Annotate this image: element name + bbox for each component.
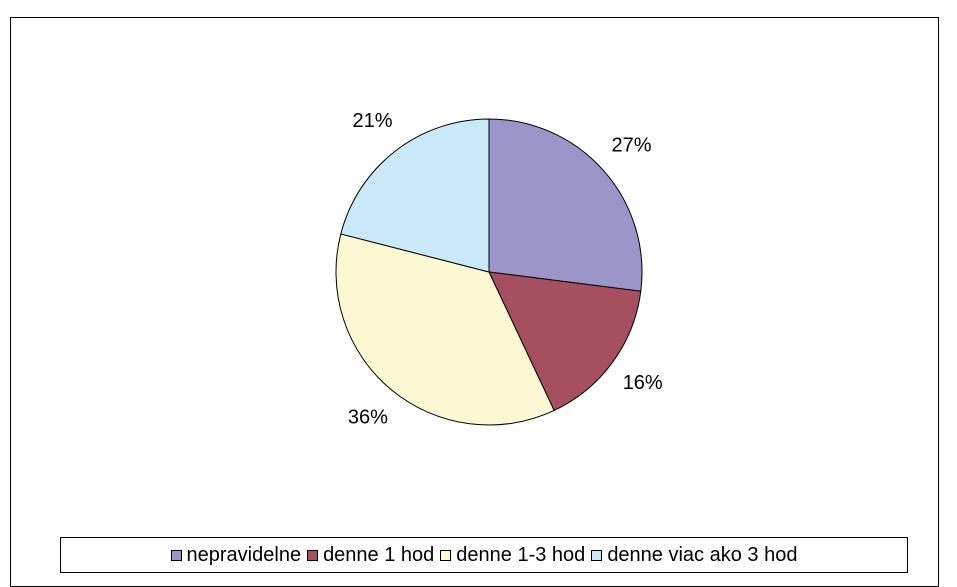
legend-label: denne 1 hod [323,543,435,566]
legend-swatch [307,549,319,561]
data-label: 27% [612,135,652,157]
pie-slice [488,271,642,412]
pie-slice [340,118,490,273]
legend-swatch [591,549,603,561]
legend-label: denne 1-3 hod [456,543,586,566]
data-label: 21% [353,110,393,132]
legend: nepravidelne denne 1 hod denne 1-3 hod denn… [60,537,908,573]
legend-swatch [170,549,182,561]
legend-item: denne 1-3 hod [440,544,585,567]
pie-slice [335,233,555,426]
legend-item: denne 1 hod [307,544,434,567]
data-label: 36% [348,407,388,429]
legend-swatch [440,549,452,561]
legend-item: nepravidelne [170,543,302,567]
legend-item: denne viac ako 3 hod [591,544,797,567]
pie-slice [488,118,643,292]
data-label: 16% [623,372,663,394]
legend-label: denne viac ako 3 hod [607,543,798,566]
legend-label: nepravidelne [186,543,302,566]
